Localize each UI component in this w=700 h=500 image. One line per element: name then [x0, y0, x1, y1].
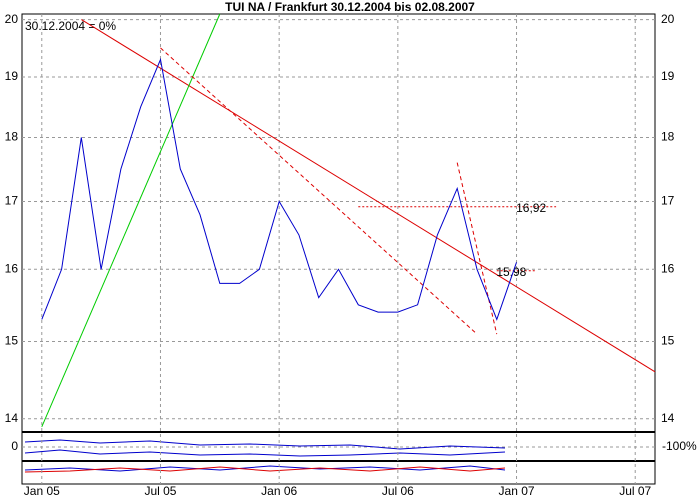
plot-frame [21, 13, 656, 485]
y-tick-label: 20 [5, 12, 19, 26]
x-tick-label: Jul 05 [144, 484, 176, 498]
indicator-label: -100% [662, 439, 697, 453]
level-label: 16,92 [516, 201, 546, 215]
y-tick-label: 16 [5, 261, 19, 275]
indicator-line [24, 439, 506, 450]
subtitle: 30.12.2004 = 0% [25, 19, 116, 33]
y-tick-label: 19 [661, 69, 675, 83]
x-tick-label: Jan 07 [499, 484, 535, 498]
trend-line [81, 19, 656, 373]
y-tick-label: 15 [661, 334, 675, 348]
x-tick-label: Jul 07 [619, 484, 651, 498]
y-tick-label: 14 [661, 411, 675, 425]
y-tick-label: 17 [661, 194, 675, 208]
indicator-line [24, 466, 506, 473]
x-tick-label: Jan 06 [261, 484, 297, 498]
y-tick-label: 14 [5, 411, 19, 425]
x-tick-label: Jul 06 [382, 484, 414, 498]
trend-line [160, 47, 478, 335]
indicator-line [24, 449, 506, 457]
y-tick-label: 16 [661, 261, 675, 275]
y-tick-label: 20 [661, 12, 675, 26]
y-tick-label: 17 [5, 194, 19, 208]
trend-line [456, 162, 498, 335]
indicator-label: 0 [11, 439, 18, 453]
trend-line [41, 13, 221, 427]
y-tick-label: 18 [661, 130, 675, 144]
chart-title: TUI NA / Frankfurt 30.12.2004 bis 02.08.… [225, 0, 475, 14]
price-line [41, 57, 517, 321]
level-label: 15,98 [496, 265, 526, 279]
y-tick-label: 15 [5, 334, 19, 348]
x-tick-label: Jan 05 [24, 484, 60, 498]
y-tick-label: 19 [5, 69, 19, 83]
y-tick-label: 18 [5, 130, 19, 144]
